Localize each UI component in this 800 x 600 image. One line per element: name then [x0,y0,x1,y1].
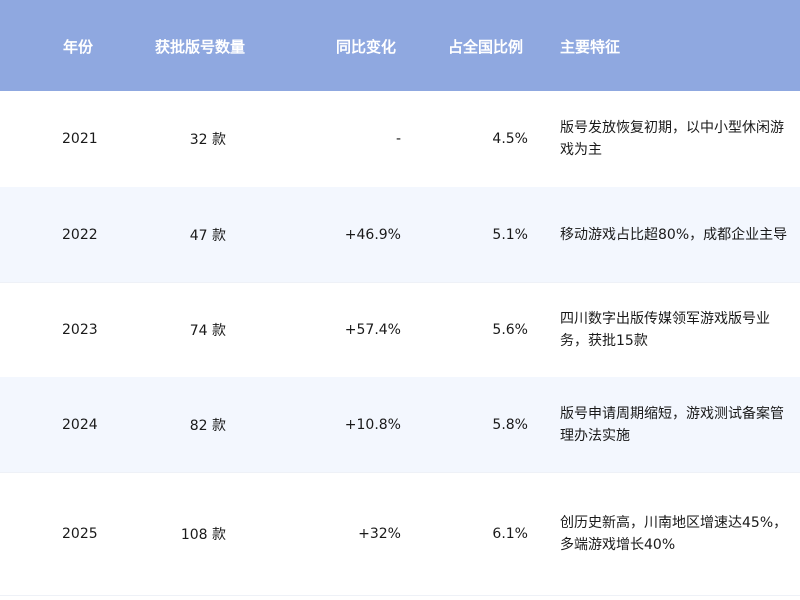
change-cell: +10.8% [344,416,401,433]
table-header: 年份 获批版号数量 同比变化 占全国比例 主要特征 [0,0,800,91]
count-cell: 32 款 [189,132,226,148]
feature-cell: 创历史新高，川南地区增速达45%，多端游戏增长40% [560,514,788,553]
ratio-cell: 5.1% [492,226,528,243]
change-cell: +46.9% [344,226,401,243]
year-cell: 2022 [62,226,98,243]
count-cell: 47 款 [189,227,226,244]
header-ratio: 占全国比例 [448,38,524,56]
table-row: 2021 32 款 - 4.5% 版号发放恢复初期，以中小型休闲游戏为主 [0,91,800,188]
year-cell: 2023 [62,321,98,338]
table-row: 2023 74 款 +57.4% 5.6% 四川数字出版传媒领军游戏版号业务，获批15款 [0,282,800,378]
change-cell: +57.4% [344,321,401,338]
feature-cell: 四川数字出版传媒领军游戏版号业务，获批15款 [560,310,770,349]
ratio-cell: 4.5% [492,131,528,147]
header-change: 同比变化 [336,38,397,56]
table-row: 2022 47 款 +46.9% 5.1% 移动游戏占比超80%，成都企业主导 [0,187,800,283]
count-cell: 82 款 [189,417,226,434]
header-count: 获批版号数量 [155,38,246,56]
header-year: 年份 [63,38,94,56]
table-row: 2025 108 款 +32% 6.1% 创历史新高，川南地区增速达45%，多端游戏增长… [0,472,800,596]
ratio-cell: 5.8% [492,416,528,433]
year-cell: 2021 [62,131,98,147]
feature-cell: 版号申请周期缩短，游戏测试备案管理办法实施 [560,405,784,444]
table-row: 2024 82 款 +10.8% 5.8% 版号申请周期缩短，游戏测试备案管理办法实施 [0,377,800,473]
count-cell: 74 款 [189,322,226,339]
year-cell: 2025 [62,525,98,542]
change-cell: - [395,131,401,147]
change-cell: +32% [358,525,401,542]
header-feature: 主要特征 [560,38,621,56]
count-cell: 108 款 [180,526,226,543]
year-cell: 2024 [62,416,98,433]
feature-cell: 移动游戏占比超80%，成都企业主导 [560,226,788,243]
ratio-cell: 5.6% [492,321,528,338]
ratio-cell: 6.1% [492,525,528,542]
feature-cell: 版号发放恢复初期，以中小型休闲游戏为主 [560,120,784,158]
